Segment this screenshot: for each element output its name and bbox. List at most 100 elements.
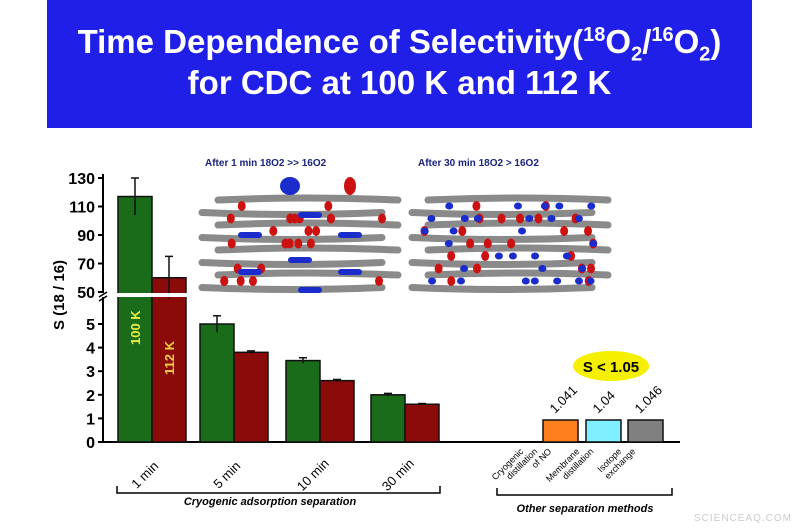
o18-molecule: [227, 238, 236, 249]
o16-molecule: [427, 215, 436, 222]
o16-molecule: [574, 277, 583, 285]
carbon-strand: [408, 234, 596, 243]
method-value-label: 1.046: [632, 383, 666, 417]
o16-cluster: [238, 232, 262, 238]
watermark: SCIENCEAQ.COM: [693, 513, 792, 524]
axis-break: [101, 293, 301, 297]
y-tick-label: 1: [86, 411, 95, 428]
o16-molecule: [457, 277, 466, 285]
method-value-label: 1.041: [547, 383, 581, 417]
method-bar: [542, 419, 579, 443]
illustration-label-1: After 1 min 18O2 >> 16O2: [205, 158, 327, 169]
y-tick-label: 70: [77, 257, 95, 274]
illustration-label-2: After 30 min 18O2 > 16O2: [418, 158, 539, 169]
category-label: 10 min: [294, 456, 332, 494]
y-tick-label: 3: [86, 364, 95, 381]
y-tick-label: 0: [86, 435, 95, 452]
y-tick-label: 2: [86, 388, 95, 405]
o16-molecule: [445, 202, 454, 210]
method-value-label: 1.04: [590, 388, 619, 417]
y-tick-label: 50: [77, 285, 95, 302]
group-bracket: [116, 486, 441, 494]
bar-112k: [233, 351, 269, 443]
o16-molecule: [553, 277, 562, 285]
o16-molecule: [562, 252, 571, 260]
o16-cluster: [338, 269, 362, 275]
carbon-strand: [408, 259, 596, 268]
o18-molecule: [507, 238, 516, 249]
o18-molecule: [248, 276, 257, 286]
o16-cluster: [298, 287, 322, 293]
o18-molecule: [516, 213, 525, 224]
bar-100k: [199, 323, 235, 443]
legend-112k: 112 K: [162, 340, 177, 375]
o18-molecule: [458, 226, 467, 236]
title-banner: Time Dependence of Selectivity(18O2/16O2…: [47, 0, 752, 128]
carbon-strand: [424, 219, 612, 229]
title-line-2: for CDC at 100 K and 112 K: [187, 64, 612, 101]
o18-molecule: [375, 276, 384, 286]
category-label: 5 min: [210, 458, 243, 491]
o16-cluster: [288, 257, 312, 263]
bar-100k: [370, 394, 406, 443]
o16-molecule: [518, 227, 527, 235]
title-line-1: Time Dependence of Selectivity(18O2/16O2…: [77, 23, 722, 66]
bar-112k: [151, 277, 187, 443]
o18-molecule: [473, 263, 482, 274]
o16-molecule: [540, 202, 549, 210]
o18-molecule: [326, 213, 335, 224]
o18-molecule: [447, 251, 456, 261]
legend-100k: 100 K: [128, 310, 143, 345]
o16-molecule: [531, 252, 540, 260]
o18-molecule: [534, 213, 543, 224]
o16-molecule: [578, 265, 587, 272]
o18-molecule: [483, 238, 492, 249]
o16-molecule: [473, 215, 482, 222]
o16-molecule: [449, 227, 458, 235]
o18-molecule: [269, 226, 278, 236]
annotation-text: S < 1.05: [583, 359, 639, 376]
o16-molecule: [513, 202, 522, 210]
o18-molecule: [584, 226, 593, 236]
method-bar: [627, 419, 664, 443]
carbon-strand: [424, 194, 612, 204]
o16-molecule: [587, 202, 596, 210]
o18-molecule: [560, 226, 569, 236]
bar-100k: [285, 359, 321, 443]
o16-molecule: [555, 202, 564, 210]
axis-break-mark: [98, 291, 108, 302]
y-tick-label: 110: [69, 200, 95, 217]
o16-molecule: [547, 215, 556, 222]
o18-molecule: [226, 213, 235, 224]
carbon-strand: [214, 194, 402, 204]
category-label: 30 min: [379, 456, 417, 494]
o16-cluster: [238, 269, 262, 275]
method-bar: [585, 419, 622, 443]
bar-112k: [319, 379, 355, 443]
methods-label: Other separation methods: [517, 503, 654, 515]
o18-molecule: [481, 251, 490, 261]
carbon-strand: [214, 244, 402, 254]
carbon-strand: [198, 259, 386, 268]
y-tick-label: 5: [86, 317, 95, 334]
o16-molecule: [589, 240, 598, 247]
carbon-strand: [408, 284, 596, 293]
category-label: 1 min: [128, 458, 161, 491]
o18-molecule: [378, 213, 387, 224]
group-label: Cryogenic adsorption separation: [184, 496, 357, 508]
o16-molecule: [444, 240, 453, 247]
o18-molecule: [472, 201, 481, 211]
bar-112k: [404, 403, 440, 443]
o18-molecule: [497, 213, 506, 224]
carbon-strand: [424, 244, 612, 254]
carbon-strand: [424, 269, 612, 279]
o16-cluster: [338, 232, 362, 238]
o16-molecule: [521, 277, 530, 285]
o18-molecule-large: [344, 177, 356, 195]
o16-molecule: [525, 215, 534, 222]
o16-molecule: [586, 277, 595, 285]
o16-molecule: [428, 277, 437, 285]
o16-molecule: [538, 265, 547, 272]
o18-molecule: [312, 226, 321, 236]
